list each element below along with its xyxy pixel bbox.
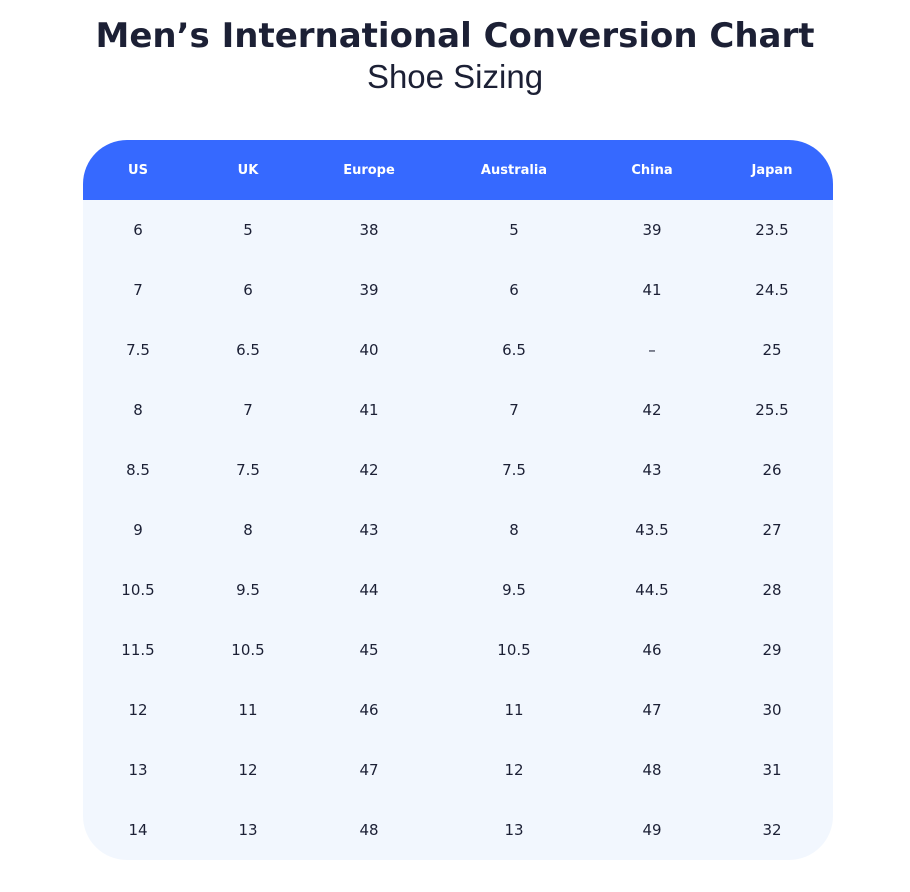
table-cell-australia: 11: [504, 701, 524, 719]
table-cell-australia: 7: [509, 401, 519, 419]
table-cell-australia: 13: [504, 821, 524, 839]
table-cell-uk: 12: [238, 761, 258, 779]
table-cell-us: 13: [128, 761, 148, 779]
table-row: 9 8 43 8 43.5 27: [83, 500, 833, 560]
table-cell-china: 46: [642, 641, 662, 659]
table-cell-uk: 8: [243, 521, 253, 539]
table-cell-china: 44.5: [635, 581, 669, 599]
table-cell-uk: 9.5: [236, 581, 260, 599]
table-cell-uk: 5: [243, 221, 253, 239]
table-cell-japan: 24.5: [755, 281, 789, 299]
table-cell-australia: 7.5: [502, 461, 526, 479]
table-cell-japan: 32: [762, 821, 782, 839]
table-cell-australia: 5: [509, 221, 519, 239]
table-row: 6 5 38 5 39 23.5: [83, 200, 833, 260]
table-cell-china: 43: [642, 461, 662, 479]
column-header-us: US: [128, 162, 148, 178]
table-cell-japan: 26: [762, 461, 782, 479]
table-cell-us: 14: [128, 821, 148, 839]
table-cell-australia: 6: [509, 281, 519, 299]
table-cell-australia: 6.5: [502, 341, 526, 359]
table-cell-europe: 44: [359, 581, 379, 599]
table-cell-europe: 46: [359, 701, 379, 719]
table-cell-australia: 12: [504, 761, 524, 779]
table-cell-us: 6: [133, 221, 143, 239]
column-header-uk: UK: [237, 162, 259, 178]
table-cell-china: 39: [642, 221, 662, 239]
table-cell-uk: 11: [238, 701, 258, 719]
table-cell-europe: 45: [359, 641, 379, 659]
table-row: 14 13 48 13 49 32: [83, 800, 833, 860]
table-cell-europe: 48: [359, 821, 379, 839]
column-header-australia: Australia: [480, 162, 548, 178]
table-cell-us: 9: [133, 521, 143, 539]
table-cell-europe: 42: [359, 461, 379, 479]
table-cell-china: 41: [642, 281, 662, 299]
table-cell-us: 8.5: [126, 461, 150, 479]
table-cell-us: 7: [133, 281, 143, 299]
table-cell-uk: 6.5: [236, 341, 260, 359]
table-row: 10.5 9.5 44 9.5 44.5 28: [83, 560, 833, 620]
table-cell-japan: 25: [762, 341, 782, 359]
table-cell-japan: 27: [762, 521, 782, 539]
table-cell-china: 49: [642, 821, 662, 839]
table-cell-europe: 47: [359, 761, 379, 779]
table-row: 7 6 39 6 41 24.5: [83, 260, 833, 320]
table-cell-us: 10.5: [121, 581, 155, 599]
page-subtitle: Shoe Sizing: [366, 58, 544, 95]
page-title: Men’s International Conversion Chart: [95, 16, 815, 56]
table-row: 7.5 6.5 40 6.5 – 25: [83, 320, 833, 380]
size-conversion-table: US UK Europe Australia China Japan 6 5 38 5 39 23.…: [83, 140, 833, 860]
column-header-china: China: [631, 162, 673, 178]
table-cell-uk: 7: [243, 401, 253, 419]
table-row: 12 11 46 11 47 30: [83, 680, 833, 740]
column-header-japan: Japan: [751, 162, 793, 178]
table-cell-europe: 40: [359, 341, 379, 359]
table-cell-australia: 10.5: [497, 641, 531, 659]
table-cell-japan: 28: [762, 581, 782, 599]
table-cell-china: 43.5: [635, 521, 669, 539]
table-cell-japan: 30: [762, 701, 782, 719]
table-row: 13 12 47 12 48 31: [83, 740, 833, 800]
table-cell-us: 7.5: [126, 341, 150, 359]
table-cell-japan: 25.5: [755, 401, 789, 419]
column-header-europe: Europe: [343, 162, 395, 178]
table-row: 11.5 10.5 45 10.5 46 29: [83, 620, 833, 680]
table-cell-us: 8: [133, 401, 143, 419]
table-cell-japan: 29: [762, 641, 782, 659]
table-cell-europe: 43: [359, 521, 379, 539]
table-cell-uk: 7.5: [236, 461, 260, 479]
table-cell-uk: 10.5: [231, 641, 265, 659]
table-cell-australia: 8: [509, 521, 519, 539]
table-cell-australia: 9.5: [502, 581, 526, 599]
table-cell-china: 42: [642, 401, 662, 419]
table-cell-china: 48: [642, 761, 662, 779]
table-cell-china: –: [648, 341, 656, 359]
table-cell-europe: 39: [359, 281, 379, 299]
table-row: 8.5 7.5 42 7.5 43 26: [83, 440, 833, 500]
table-cell-uk: 13: [238, 821, 258, 839]
table-cell-europe: 41: [359, 401, 379, 419]
table-cell-us: 11.5: [121, 641, 155, 659]
table-row: 8 7 41 7 42 25.5: [83, 380, 833, 440]
table-cell-europe: 38: [359, 221, 379, 239]
table-cell-us: 12: [128, 701, 148, 719]
table-header-row: US UK Europe Australia China Japan: [83, 140, 833, 200]
table-cell-uk: 6: [243, 281, 253, 299]
table-cell-china: 47: [642, 701, 662, 719]
table-cell-japan: 23.5: [755, 221, 789, 239]
table-cell-japan: 31: [762, 761, 782, 779]
